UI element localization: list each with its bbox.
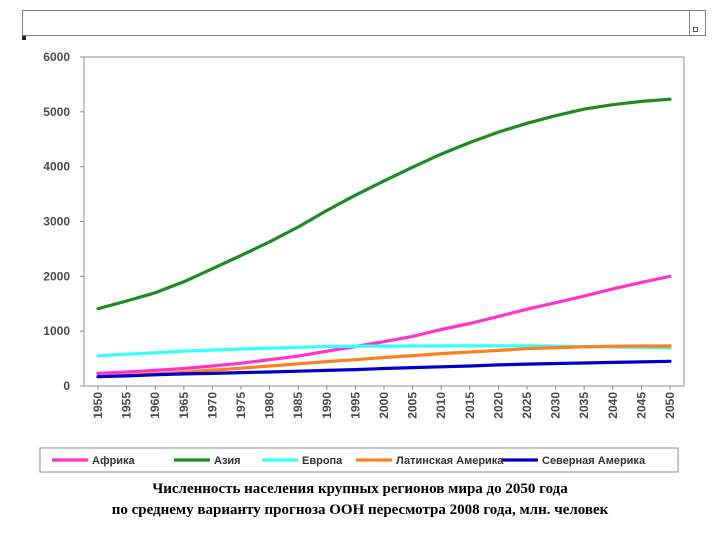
x-tick-label: 2045 (634, 392, 648, 419)
plot-area (83, 56, 685, 387)
y-tick-label: 6000 (43, 50, 70, 64)
x-axis-ticks: 1950 1955 1960 1965 1970 1975 1980 1985 1990 1995… (91, 386, 677, 419)
legend-label: Латинская Америка (396, 455, 504, 467)
x-tick-label: 2040 (606, 392, 620, 419)
x-tick-label: 2025 (520, 392, 534, 419)
x-tick-label: 1980 (263, 392, 277, 419)
legend-label: Африка (92, 455, 136, 467)
x-tick-label: 1990 (320, 392, 334, 419)
y-tick-label: 2000 (43, 269, 70, 283)
x-tick-label: 1965 (177, 392, 191, 419)
series-line (96, 359, 672, 379)
y-tick-label: 1000 (43, 324, 70, 338)
x-tick-label: 2000 (377, 392, 391, 419)
x-tick-label: 1950 (91, 392, 105, 419)
chart-caption: Численность населения крупных регионов м… (0, 479, 720, 521)
legend-label: Северная Америка (542, 455, 646, 467)
caption-line-2: по среднему варианту прогноза ООН пересм… (111, 502, 609, 518)
y-tick-label: 3000 (43, 215, 70, 229)
y-tick-label: 0 (63, 379, 70, 393)
x-tick-label: 1995 (348, 392, 362, 419)
x-tick-label: 2020 (491, 392, 505, 419)
legend: Африка Азия Европа Латинская Америка Северна… (39, 447, 679, 473)
x-tick-label: 1960 (148, 392, 162, 419)
x-tick-label: 2005 (406, 392, 420, 419)
y-tick-label: 5000 (43, 105, 70, 119)
x-tick-label: 2050 (663, 392, 677, 419)
y-axis-ticks: 0 1000 2000 3000 4000 5000 6000 (43, 50, 84, 393)
x-tick-label: 2035 (577, 392, 591, 419)
x-tick-label: 2010 (434, 392, 448, 419)
series-line (96, 274, 672, 375)
y-tick-label: 4000 (43, 160, 70, 174)
x-tick-label: 1970 (205, 392, 219, 419)
slide-header-corner (689, 11, 705, 35)
x-tick-label: 2015 (463, 392, 477, 419)
x-tick-label: 1975 (234, 392, 248, 419)
series-line (96, 97, 672, 311)
series-lines (96, 97, 672, 379)
slide-marker (22, 36, 26, 40)
caption-line-1: Численность населения крупных регионов м… (152, 481, 568, 497)
plot-border (83, 56, 685, 387)
legend-label: Европа (302, 455, 343, 467)
x-tick-label: 2030 (549, 392, 563, 419)
legend-label: Азия (214, 455, 241, 467)
x-tick-label: 1985 (291, 392, 305, 419)
x-tick-label: 1955 (120, 392, 134, 419)
series-line (96, 344, 672, 379)
slide-header-bar (22, 10, 706, 36)
